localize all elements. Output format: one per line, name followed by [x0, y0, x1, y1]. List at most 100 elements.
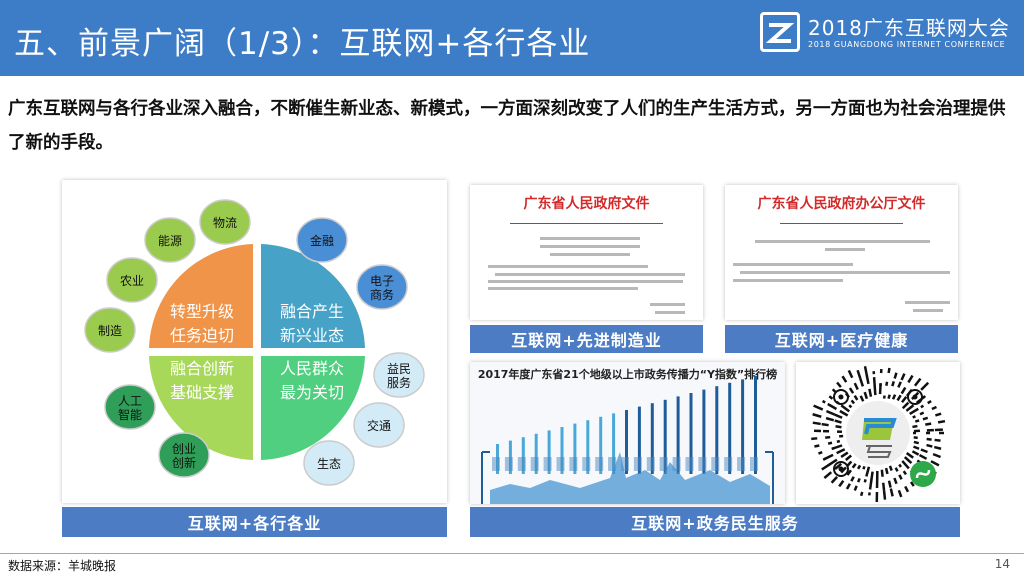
document-image-2: 广东省人民政府办公厅文件: [725, 185, 958, 320]
qr-dot: [850, 476, 855, 482]
qr-dot: [897, 489, 903, 498]
qr-finder-dot: [838, 466, 844, 472]
city-label-mark: [517, 457, 526, 471]
qr-dot: [922, 395, 927, 399]
ranking-bar: [715, 386, 719, 474]
qr-dot: [913, 445, 920, 450]
bubble-label: 农业: [120, 274, 144, 288]
qr-finder-dot: [838, 394, 844, 400]
qr-dot: [863, 479, 867, 483]
ranking-bar: [586, 420, 590, 474]
qr-dot: [891, 394, 897, 400]
bubble-label: 生态: [317, 457, 341, 471]
qr-dot: [901, 401, 910, 410]
qr-dot: [880, 469, 884, 477]
city-label-mark: [711, 457, 720, 471]
skyline: [490, 452, 770, 504]
city-label-mark: [504, 457, 513, 471]
qr-dot: [847, 369, 854, 379]
qr-dot: [846, 469, 852, 476]
city-label-mark: [724, 457, 733, 471]
bubble-label: 创新: [172, 455, 196, 470]
diagram-caption: 互联网+各行各业: [62, 507, 447, 537]
gov-caption: 互联网+政务民生服务: [470, 507, 960, 537]
page-title: 五、前景广阔（1/3）：互联网+各行各业: [14, 26, 591, 62]
qr-dot: [911, 450, 920, 456]
data-source: 数据来源：羊城晚报: [8, 559, 117, 573]
qr-dot: [850, 399, 856, 405]
qr-dot: [925, 422, 932, 426]
qr-dot: [918, 453, 928, 460]
bubble-label: 智能: [118, 407, 142, 422]
bubble: [158, 432, 210, 478]
quadrant-3: [149, 356, 253, 460]
ranking-bar: [676, 396, 680, 474]
ranking-bar: [754, 376, 757, 474]
qr-dot: [812, 413, 822, 418]
doc2-divider: [780, 223, 903, 224]
qr-dot: [909, 407, 919, 416]
qr-dot: [857, 464, 862, 470]
qr-dot: [836, 381, 842, 388]
qr-dot: [884, 467, 889, 475]
ranking-bar: [599, 416, 603, 474]
qr-dot: [912, 415, 916, 419]
ranking-bar: [521, 437, 525, 474]
quadrant-label: 融合创新: [170, 359, 234, 378]
qr-dot: [904, 485, 910, 493]
city-label-mark: [737, 457, 746, 471]
bubble-label: 益民: [387, 362, 411, 376]
doc2-title: 广东省人民政府办公厅文件: [757, 196, 926, 212]
ranking-title: 2017年度广东省21个地级以上市政务传播力“Y指数”排行榜: [477, 368, 778, 381]
qr-dot: [822, 457, 827, 461]
qr-dot: [838, 479, 845, 488]
bubble-label: 金融: [310, 233, 334, 248]
qr-dot: [812, 421, 821, 426]
doc1-title: 广东省人民政府文件: [523, 196, 650, 212]
qr-dot: [865, 374, 870, 385]
qr-dot: [882, 395, 886, 399]
ranking-bar: [689, 393, 693, 474]
ranking-bar: [702, 389, 706, 474]
qr-dot: [873, 386, 877, 396]
qr-dot: [909, 481, 915, 487]
intro-text: 广东互联网与各行各业深入融合，不断催生新业态、新模式，一方面深刻改变了人们的生产…: [8, 99, 1006, 153]
qr-dot: [926, 443, 933, 448]
qr-dot: [814, 444, 820, 448]
qr-dot: [926, 437, 932, 441]
qr-dot: [900, 386, 907, 395]
ranking-bar: [547, 430, 551, 474]
bubble: [106, 257, 158, 303]
qr-dot: [903, 456, 913, 465]
qr-dot: [887, 394, 891, 399]
quadrant-2: [261, 244, 365, 348]
ranking-bar: [534, 433, 538, 474]
qr-dot: [922, 416, 929, 421]
qr-finder-dot: [912, 394, 918, 400]
bubble-label: 人工: [118, 394, 142, 408]
qr-dot: [828, 395, 834, 400]
qr-dot: [830, 476, 838, 484]
qr-dot: [821, 399, 826, 404]
city-label-mark: [633, 457, 642, 471]
ranking-bar: [625, 410, 628, 474]
ranking-image: 2017年度广东省21个地级以上市政务传播力“Y指数”排行榜: [470, 362, 785, 504]
qr-dot: [840, 466, 847, 474]
city-label-mark: [543, 457, 552, 471]
ranking-bar: [612, 413, 616, 474]
qr-dot: [901, 460, 910, 470]
city-label-mark: [608, 457, 617, 471]
ranking-bar: [741, 379, 745, 474]
bubble: [296, 217, 348, 263]
qr-dot: [893, 372, 898, 379]
page-number: 14: [994, 557, 1010, 571]
qr-dot: [889, 488, 894, 497]
ranking-frame: [481, 451, 774, 504]
qr-dot: [885, 381, 889, 386]
qr-dot: [834, 419, 842, 424]
mini-program-qr-code[interactable]: [796, 362, 960, 504]
qr-dot: [913, 440, 920, 445]
qr-dot: [827, 402, 838, 411]
mini-program-glyph: [915, 469, 931, 479]
